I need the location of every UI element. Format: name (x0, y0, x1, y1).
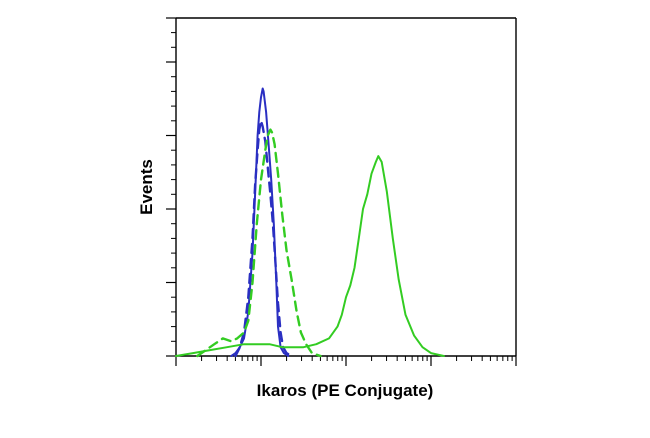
series-layer (175, 87, 445, 358)
series-line-4 (175, 155, 445, 357)
x-axis-title: Ikaros (PE Conjugate) (257, 381, 434, 400)
series-line-3 (196, 128, 322, 358)
series-line-1 (230, 87, 290, 357)
axes-layer (166, 17, 517, 366)
y-axis-title: Events (137, 159, 156, 215)
